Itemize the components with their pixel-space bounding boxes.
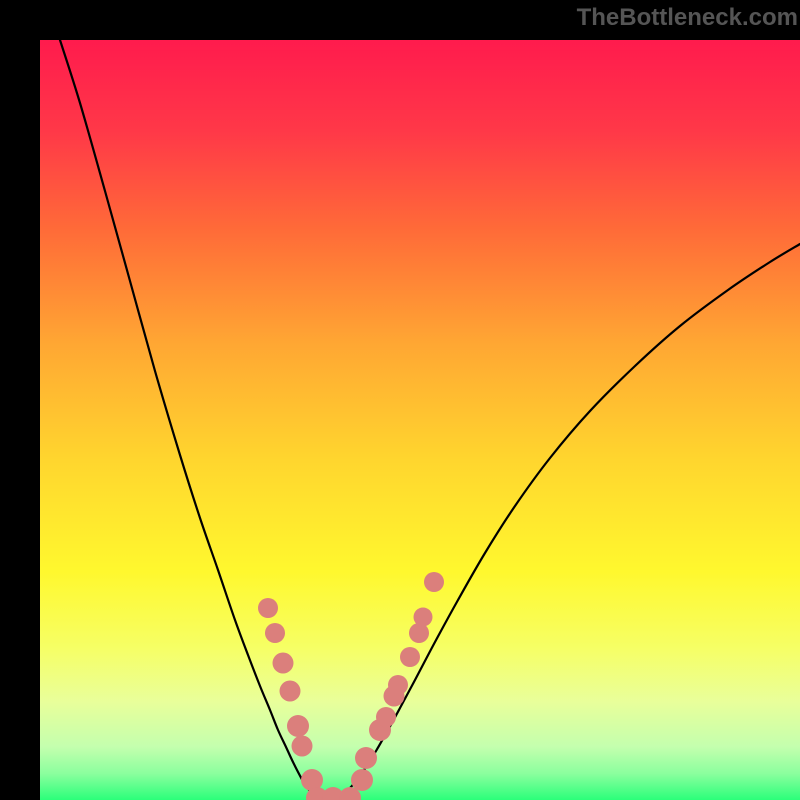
- data-marker: [355, 747, 377, 769]
- data-marker: [287, 715, 309, 737]
- data-marker: [414, 608, 433, 627]
- plot-area: [40, 40, 800, 800]
- data-marker: [280, 681, 301, 702]
- curve-right: [328, 244, 800, 800]
- watermark-text: TheBottleneck.com: [577, 4, 798, 32]
- data-marker: [400, 647, 420, 667]
- data-marker: [388, 675, 408, 695]
- data-marker: [424, 572, 444, 592]
- data-marker: [265, 623, 285, 643]
- data-marker: [376, 707, 396, 727]
- data-marker: [292, 736, 313, 757]
- data-marker: [273, 653, 294, 674]
- data-marker: [258, 598, 278, 618]
- curves-layer: [40, 40, 800, 800]
- data-marker: [351, 769, 373, 791]
